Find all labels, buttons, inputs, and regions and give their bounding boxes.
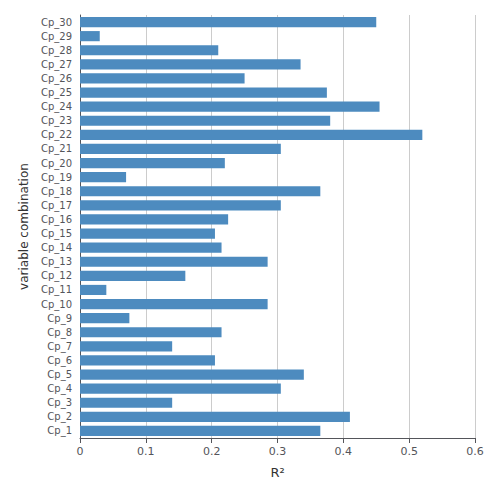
svg-text:Cp_21: Cp_21 [41,143,72,155]
svg-text:0: 0 [77,445,84,458]
svg-text:Cp_7: Cp_7 [47,341,72,353]
svg-text:Cp_1: Cp_1 [47,425,72,437]
svg-text:Cp_15: Cp_15 [41,228,72,240]
svg-text:Cp_25: Cp_25 [41,87,72,99]
svg-text:Cp_5: Cp_5 [47,369,72,381]
svg-text:0.4: 0.4 [335,445,353,458]
svg-text:Cp_2: Cp_2 [47,411,72,423]
svg-text:variable combination: variable combination [17,163,31,290]
svg-text:R²: R² [270,465,284,480]
svg-text:0.2: 0.2 [203,445,221,458]
svg-text:Cp_11: Cp_11 [41,284,72,296]
svg-text:Cp_18: Cp_18 [41,186,72,198]
svg-text:Cp_8: Cp_8 [47,327,72,339]
svg-text:Cp_27: Cp_27 [41,59,72,71]
svg-text:Cp_6: Cp_6 [47,355,72,367]
svg-text:Cp_23: Cp_23 [41,115,72,127]
svg-text:0.1: 0.1 [137,445,155,458]
svg-text:Cp_3: Cp_3 [47,397,72,409]
svg-text:Cp_24: Cp_24 [41,101,72,113]
svg-text:Cp_13: Cp_13 [41,256,72,268]
svg-text:Cp_20: Cp_20 [41,158,72,170]
svg-text:Cp_19: Cp_19 [41,172,72,184]
svg-text:0.3: 0.3 [269,445,287,458]
svg-text:Cp_4: Cp_4 [47,383,72,395]
svg-text:Cp_12: Cp_12 [41,270,72,282]
svg-text:Cp_16: Cp_16 [41,214,72,226]
svg-text:Cp_10: Cp_10 [41,299,72,311]
svg-text:0.5: 0.5 [400,445,418,458]
svg-text:Cp_9: Cp_9 [47,313,72,325]
svg-text:Cp_29: Cp_29 [41,31,72,43]
svg-text:Cp_22: Cp_22 [41,129,72,141]
svg-text:0.6: 0.6 [466,445,484,458]
svg-text:Cp_30: Cp_30 [41,17,72,29]
svg-text:Cp_26: Cp_26 [41,73,72,85]
svg-text:Cp_28: Cp_28 [41,45,72,57]
svg-text:Cp_17: Cp_17 [41,200,72,212]
svg-text:Cp_14: Cp_14 [41,242,72,254]
